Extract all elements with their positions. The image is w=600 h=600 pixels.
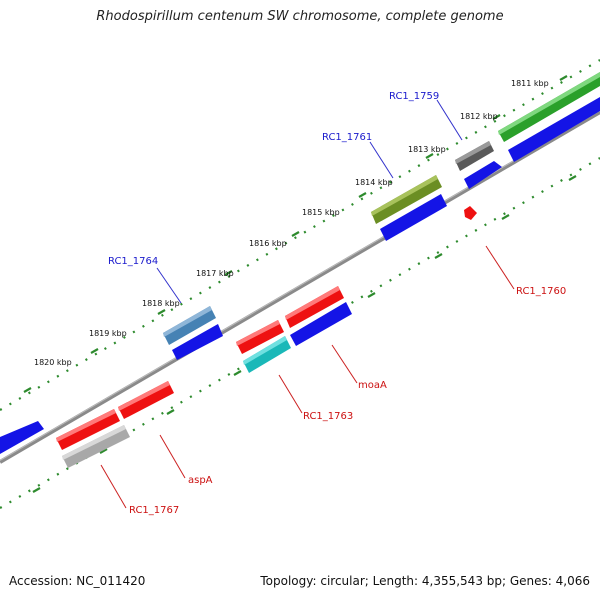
gene-rc1-1763[interactable] [243, 336, 291, 373]
gene-rc1-1761[interactable] [371, 175, 442, 224]
kbp-label: 1812 kbp [460, 112, 498, 121]
gene-blue[interactable] [172, 324, 223, 360]
gene-red[interactable] [236, 320, 284, 354]
gene-red[interactable] [56, 409, 120, 450]
kbp-label: 1819 kbp [89, 329, 127, 338]
gene-blue[interactable] [464, 161, 502, 189]
gene-blue[interactable] [380, 194, 447, 241]
leader-lines [100, 99, 515, 509]
kbp-label: 1817 kbp [196, 269, 234, 278]
gene-blue[interactable] [290, 302, 352, 346]
kbp-label: 1820 kbp [34, 358, 72, 367]
chromosome-backbone [0, 110, 600, 464]
gene-rc1-1760[interactable] [464, 206, 477, 220]
kbp-label: 1818 kbp [142, 299, 180, 308]
kbp-label: 1813 kbp [408, 145, 446, 154]
map-title: Rhodospirillum centenum SW chromosome, c… [96, 9, 504, 24]
gene-aspA[interactable] [118, 381, 174, 419]
gene-label-aspA[interactable]: aspA [188, 475, 213, 486]
outer-tick-track [0, 59, 600, 411]
reverse-genes [56, 206, 477, 468]
forward-genes [0, 72, 600, 454]
accession-text: Accession: NC_011420 [9, 574, 146, 588]
inner-major-ticks [32, 175, 577, 493]
kbp-label: 1816 kbp [249, 239, 287, 248]
outer-major-ticks [23, 75, 568, 393]
gene-label-rc1-1759[interactable]: RC1_1759 [389, 91, 439, 102]
gene-label-rc1-1760[interactable]: RC1_1760 [516, 286, 566, 297]
topology-text: Topology: circular; Length: 4,355,543 bp… [260, 574, 590, 588]
gene-rc1-1764[interactable] [163, 306, 216, 345]
gene-label-rc1-1767[interactable]: RC1_1767 [129, 505, 179, 516]
gene-moaA[interactable] [285, 286, 344, 328]
gene-label-rc1-1763[interactable]: RC1_1763 [303, 411, 353, 422]
gene-label-moaA[interactable]: moaA [358, 380, 387, 391]
gene-label-rc1-1764[interactable]: RC1_1764 [108, 256, 158, 267]
kbp-label: 1814 kbp [355, 178, 393, 187]
gene-rc1-1767[interactable] [62, 425, 130, 468]
gene-label-rc1-1761[interactable]: RC1_1761 [322, 132, 372, 143]
gene-blue[interactable] [0, 421, 44, 454]
gene-blue[interactable] [508, 97, 600, 162]
kbp-label: 1815 kbp [302, 208, 340, 217]
kbp-label: 1811 kbp [511, 79, 549, 88]
